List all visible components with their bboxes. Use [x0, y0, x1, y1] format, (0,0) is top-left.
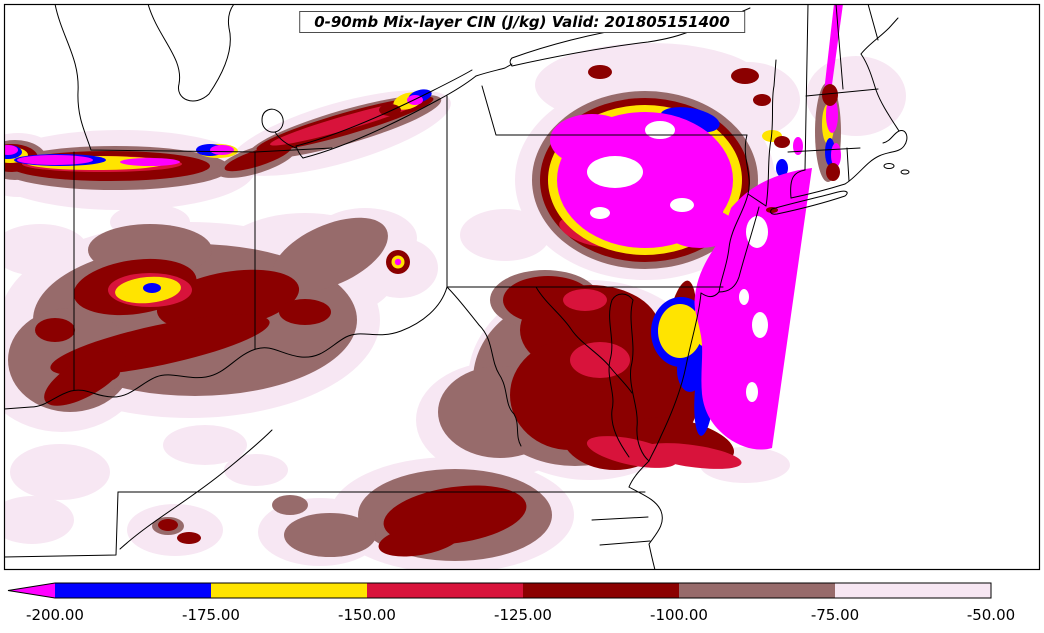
cin-dark-red-specks: [84, 65, 840, 544]
tick-label-50: -50.00: [967, 606, 1015, 624]
colorbar-segment-yellow: [211, 583, 367, 598]
colorbar: -200.00 -175.00 -150.00 -125.00 -100.00 …: [7, 582, 1015, 624]
colorbar-segment-dark-red: [523, 583, 679, 598]
colorbar-tick-labels: -200.00 -175.00 -150.00 -125.00 -100.00 …: [26, 606, 1015, 624]
cin-offshore-magenta-wedge: [694, 168, 812, 450]
colorbar-segment-mauve: [679, 583, 835, 598]
map-title: 0-90mb Mix-layer CIN (J/kg) Valid: 20180…: [314, 13, 730, 31]
cin-bullseye-ohio: [386, 250, 410, 274]
state-borders: [4, 4, 910, 570]
tick-label-150: -150.00: [338, 606, 396, 624]
tick-label-100: -100.00: [650, 606, 708, 624]
colorbar-segment-crimson: [367, 583, 523, 598]
map-title-box: 0-90mb Mix-layer CIN (J/kg) Valid: 20180…: [299, 11, 745, 33]
map-canvas: [3, 3, 1041, 571]
map-frame: [3, 3, 1041, 571]
colorbar-segment-pale-pink: [835, 583, 991, 598]
tick-label-125: -125.00: [494, 606, 552, 624]
colorbar-segment-blue: [55, 583, 211, 598]
tick-label-200: -200.00: [26, 606, 84, 624]
colorbar-outline: [7, 582, 992, 599]
colorbar-arrow-magenta: [8, 583, 55, 598]
tick-label-175: -175.00: [182, 606, 240, 624]
tick-label-75: -75.00: [811, 606, 859, 624]
